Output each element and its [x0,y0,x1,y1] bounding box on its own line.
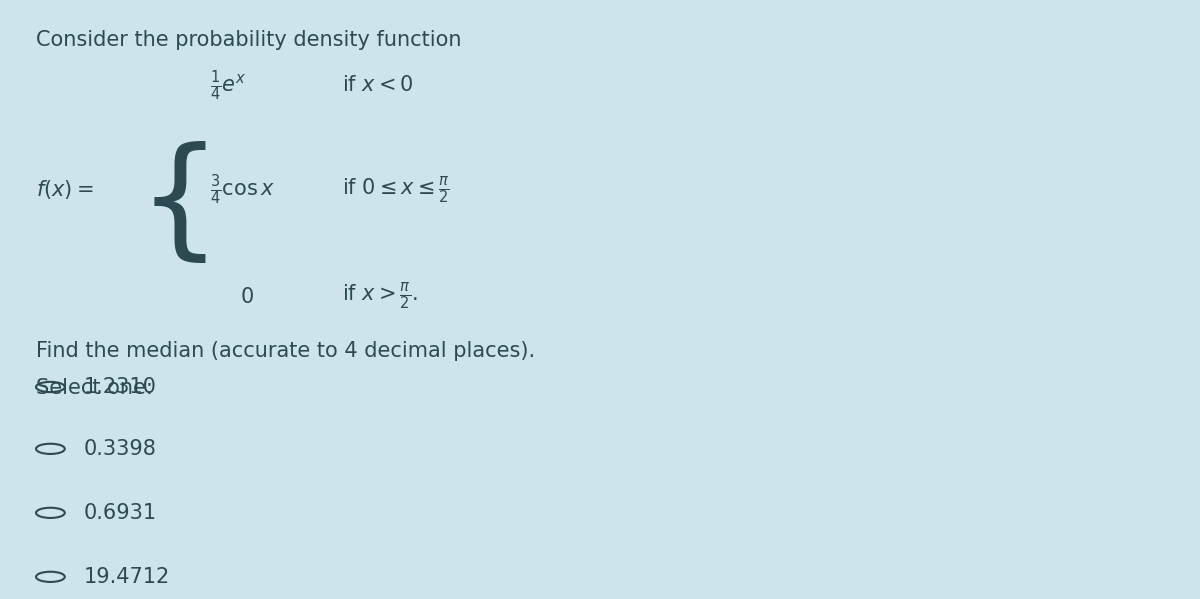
Text: 19.4712: 19.4712 [84,567,170,587]
Text: $\frac{3}{4}\cos x$: $\frac{3}{4}\cos x$ [210,173,275,207]
Text: if $x > \frac{\pi}{2}$.: if $x > \frac{\pi}{2}$. [342,281,418,312]
Text: if $0 \leq x \leq \frac{\pi}{2}$: if $0 \leq x \leq \frac{\pi}{2}$ [342,174,450,205]
Text: Consider the probability density function: Consider the probability density functio… [36,30,462,50]
Text: {: { [138,141,222,268]
Text: $\frac{1}{4}e^x$: $\frac{1}{4}e^x$ [210,68,246,102]
Text: $f(x) =$: $f(x) =$ [36,179,94,201]
Text: 0.6931: 0.6931 [84,503,157,523]
Text: Select one:: Select one: [36,377,152,398]
Text: 1.2310: 1.2310 [84,377,157,397]
Text: $0$: $0$ [240,286,254,307]
Text: Find the median (accurate to 4 decimal places).: Find the median (accurate to 4 decimal p… [36,341,535,361]
Text: 0.3398: 0.3398 [84,439,157,459]
Text: if $x < 0$: if $x < 0$ [342,75,414,95]
